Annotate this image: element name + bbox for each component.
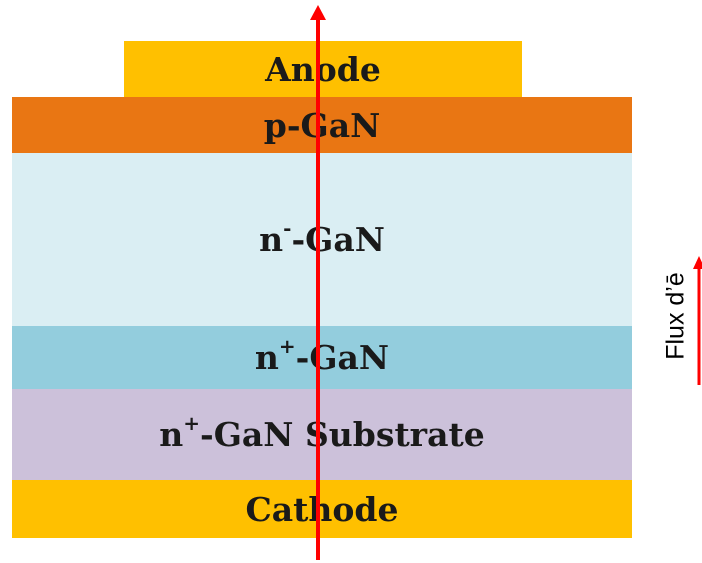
substrate-layer: n+-GaN Substrate xyxy=(12,389,632,480)
anode-label: Anode xyxy=(265,49,381,89)
flux-arrowhead xyxy=(693,256,702,269)
vertical-flow-arrowhead xyxy=(310,5,326,20)
n-plus-gan-layer: n+-GaN xyxy=(12,326,632,389)
n-plus-gan-label: n+-GaN xyxy=(254,334,390,377)
cathode-label: Cathode xyxy=(245,489,399,529)
p-gan-layer: p-GaN xyxy=(12,97,632,153)
electron-flux-label: Flux d’ē xyxy=(661,272,690,360)
n-minus-gan-label: n--GaN xyxy=(259,216,385,259)
n-minus-gan-layer: n--GaN xyxy=(12,153,632,326)
cathode-layer: Cathode xyxy=(12,480,632,538)
p-gan-label: p-GaN xyxy=(263,105,381,145)
anode-layer: Anode xyxy=(124,41,522,97)
substrate-label: n+-GaN Substrate xyxy=(159,411,485,454)
